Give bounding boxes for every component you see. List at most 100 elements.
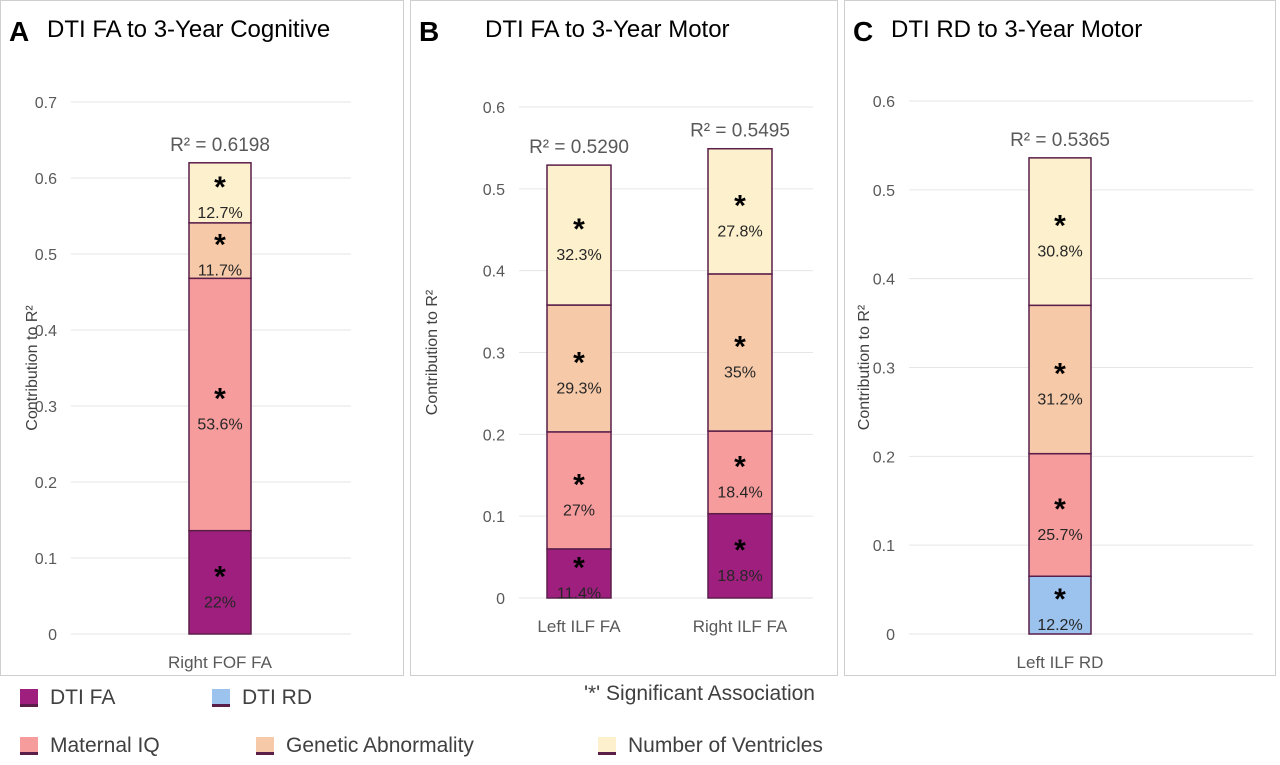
segment-label: 27.8%	[717, 223, 762, 240]
bar-segment-genetic	[546, 304, 612, 433]
legend-label-genetic: Genetic Abnormality	[286, 734, 474, 757]
chart-title: DTI FA to 3-Year Motor	[485, 16, 730, 43]
panel-letter: C	[853, 16, 873, 47]
significance-marker: *	[214, 382, 226, 415]
legend-label-maternal-iq: Maternal IQ	[50, 734, 160, 757]
bar-segment-dti_fa	[707, 512, 773, 599]
significance-marker: *	[1054, 357, 1066, 390]
segment-label: 11.4%	[557, 585, 601, 602]
segment-label: 12.2%	[1037, 617, 1082, 634]
y-tick-label: 0.1	[483, 509, 505, 526]
significance-marker: *	[1054, 583, 1066, 616]
y-tick-label: 0.7	[35, 95, 57, 112]
r2-label: R² = 0.5290	[529, 137, 629, 158]
y-tick-label: 0	[886, 627, 895, 644]
y-tick-label: 0.5	[483, 182, 505, 199]
y-tick-label: 0.4	[35, 323, 57, 340]
significance-note: '*' Significant Association	[584, 682, 815, 705]
legend-item-dti-rd: DTI RD	[212, 686, 312, 710]
significance-marker: *	[214, 171, 226, 204]
segment-label: 18.4%	[717, 484, 762, 501]
bar-segment-genetic	[707, 273, 773, 432]
bar-segment-maternal_iq	[188, 277, 252, 532]
bar-segment-genetic	[188, 222, 252, 280]
bar-segment-dti_fa	[188, 529, 252, 635]
segment-label: 27%	[563, 502, 595, 519]
y-tick-label: 0	[48, 627, 57, 644]
legend-label-ventricles: Number of Ventricles	[628, 734, 823, 757]
segment-label: 29.3%	[556, 380, 601, 397]
segment-label: 11.7%	[198, 263, 242, 280]
significance-marker: *	[573, 213, 585, 246]
y-tick-label: 0.5	[873, 183, 895, 200]
legend-swatch-maternal-iq	[20, 737, 38, 755]
legend-swatch-dti-rd	[212, 689, 230, 707]
panel-c: C DTI RD to 3-Year Motor 0 0.1 0.2 0.3 0.4 0.5 0…	[844, 0, 1276, 676]
legend-item-maternal-iq: Maternal IQ	[20, 734, 160, 758]
legend-swatch-dti-fa	[20, 689, 38, 707]
significance-marker: *	[734, 189, 746, 222]
y-tick-label: 0.2	[873, 449, 895, 466]
bar-segment-maternal_iq	[546, 431, 612, 550]
chart-a: A DTI FA to 3-Year Cognitive 0 0.1 0.2 0.3 0.4…	[9, 16, 351, 672]
legend-item-genetic: Genetic Abnormality	[256, 734, 474, 758]
legend-swatch-ventricles	[598, 737, 616, 755]
y-axis-label: Contribution to R²	[856, 304, 873, 430]
bar-segment-ventricles	[546, 164, 612, 306]
y-tick-label: 0.3	[873, 361, 895, 378]
segment-label: 25.7%	[1037, 527, 1082, 544]
y-tick-label: 0.2	[35, 475, 57, 492]
r2-label: R² = 0.5495	[690, 121, 790, 142]
bar-segment-genetic	[1028, 304, 1092, 455]
y-axis-label: Contribution to R²	[24, 305, 41, 431]
bar-segment-ventricles	[707, 147, 773, 275]
segment-label: 18.8%	[717, 568, 762, 585]
segment-label: 30.8%	[1037, 244, 1082, 261]
y-tick-label: 0.1	[35, 551, 57, 568]
y-tick-label: 0.3	[483, 346, 505, 363]
segment-label: 53.6%	[197, 416, 242, 433]
y-tick-label: 0.6	[483, 100, 505, 117]
segment-label: 31.2%	[1037, 391, 1082, 408]
bar-segment-ventricles	[1028, 157, 1092, 307]
y-tick-label: 0.6	[873, 94, 895, 111]
significance-marker: *	[573, 346, 585, 379]
significance-marker: *	[573, 468, 585, 501]
bar-segment-dti_fa	[546, 548, 612, 599]
panel-letter: B	[419, 16, 439, 47]
legend: DTI FA DTI RD '*' Significant Associatio…	[0, 676, 1280, 765]
legend-label-dti-fa: DTI FA	[50, 686, 116, 709]
segment-label: 12.7%	[197, 205, 242, 222]
y-axis-label: Contribution to R²	[424, 289, 441, 415]
significance-marker: *	[734, 450, 746, 483]
chart-title: DTI FA to 3-Year Cognitive	[47, 16, 330, 43]
significance-marker: *	[734, 534, 746, 567]
y-tick-label: 0.4	[483, 264, 505, 281]
y-tick-label: 0.6	[35, 171, 57, 188]
y-tick-label: 0.4	[873, 272, 895, 289]
y-tick-label: 0.2	[483, 427, 505, 444]
legend-item-dti-fa: DTI FA	[20, 686, 115, 710]
r2-label: R² = 0.5365	[1010, 130, 1110, 151]
bar-segment-ventricles	[188, 162, 252, 224]
category-label-right-fof-fa: Right FOF FA	[168, 653, 273, 672]
chart-title: DTI RD to 3-Year Motor	[891, 16, 1142, 43]
chart-c: C DTI RD to 3-Year Motor 0 0.1 0.2 0.3 0.4 0.5 0…	[853, 16, 1253, 672]
legend-swatch-genetic	[256, 737, 274, 755]
bar-segment-maternal_iq	[1028, 452, 1092, 578]
panel-a: A DTI FA to 3-Year Cognitive 0 0.1 0.2 0.3 0.4…	[0, 0, 404, 676]
chart-b: B DTI FA to 3-Year Motor 0 0.1 0.2 0.3 0.4 0.5 0…	[419, 16, 813, 636]
segment-label: 22%	[204, 594, 236, 611]
significance-marker: *	[1054, 493, 1066, 526]
category-label-left-ilf-fa: Left ILF FA	[537, 617, 621, 636]
y-tick-label: 0.1	[873, 538, 895, 555]
category-label-left-ilf-rd: Left ILF RD	[1017, 653, 1104, 672]
significance-marker: *	[214, 229, 226, 262]
significance-marker: *	[1054, 210, 1066, 243]
significance-marker: *	[214, 560, 226, 593]
y-tick-label: 0.5	[35, 247, 57, 264]
legend-label-dti-rd: DTI RD	[242, 686, 312, 709]
segment-label: 32.3%	[556, 247, 601, 264]
significance-marker: *	[573, 551, 585, 584]
y-tick-label: 0.3	[35, 399, 57, 416]
